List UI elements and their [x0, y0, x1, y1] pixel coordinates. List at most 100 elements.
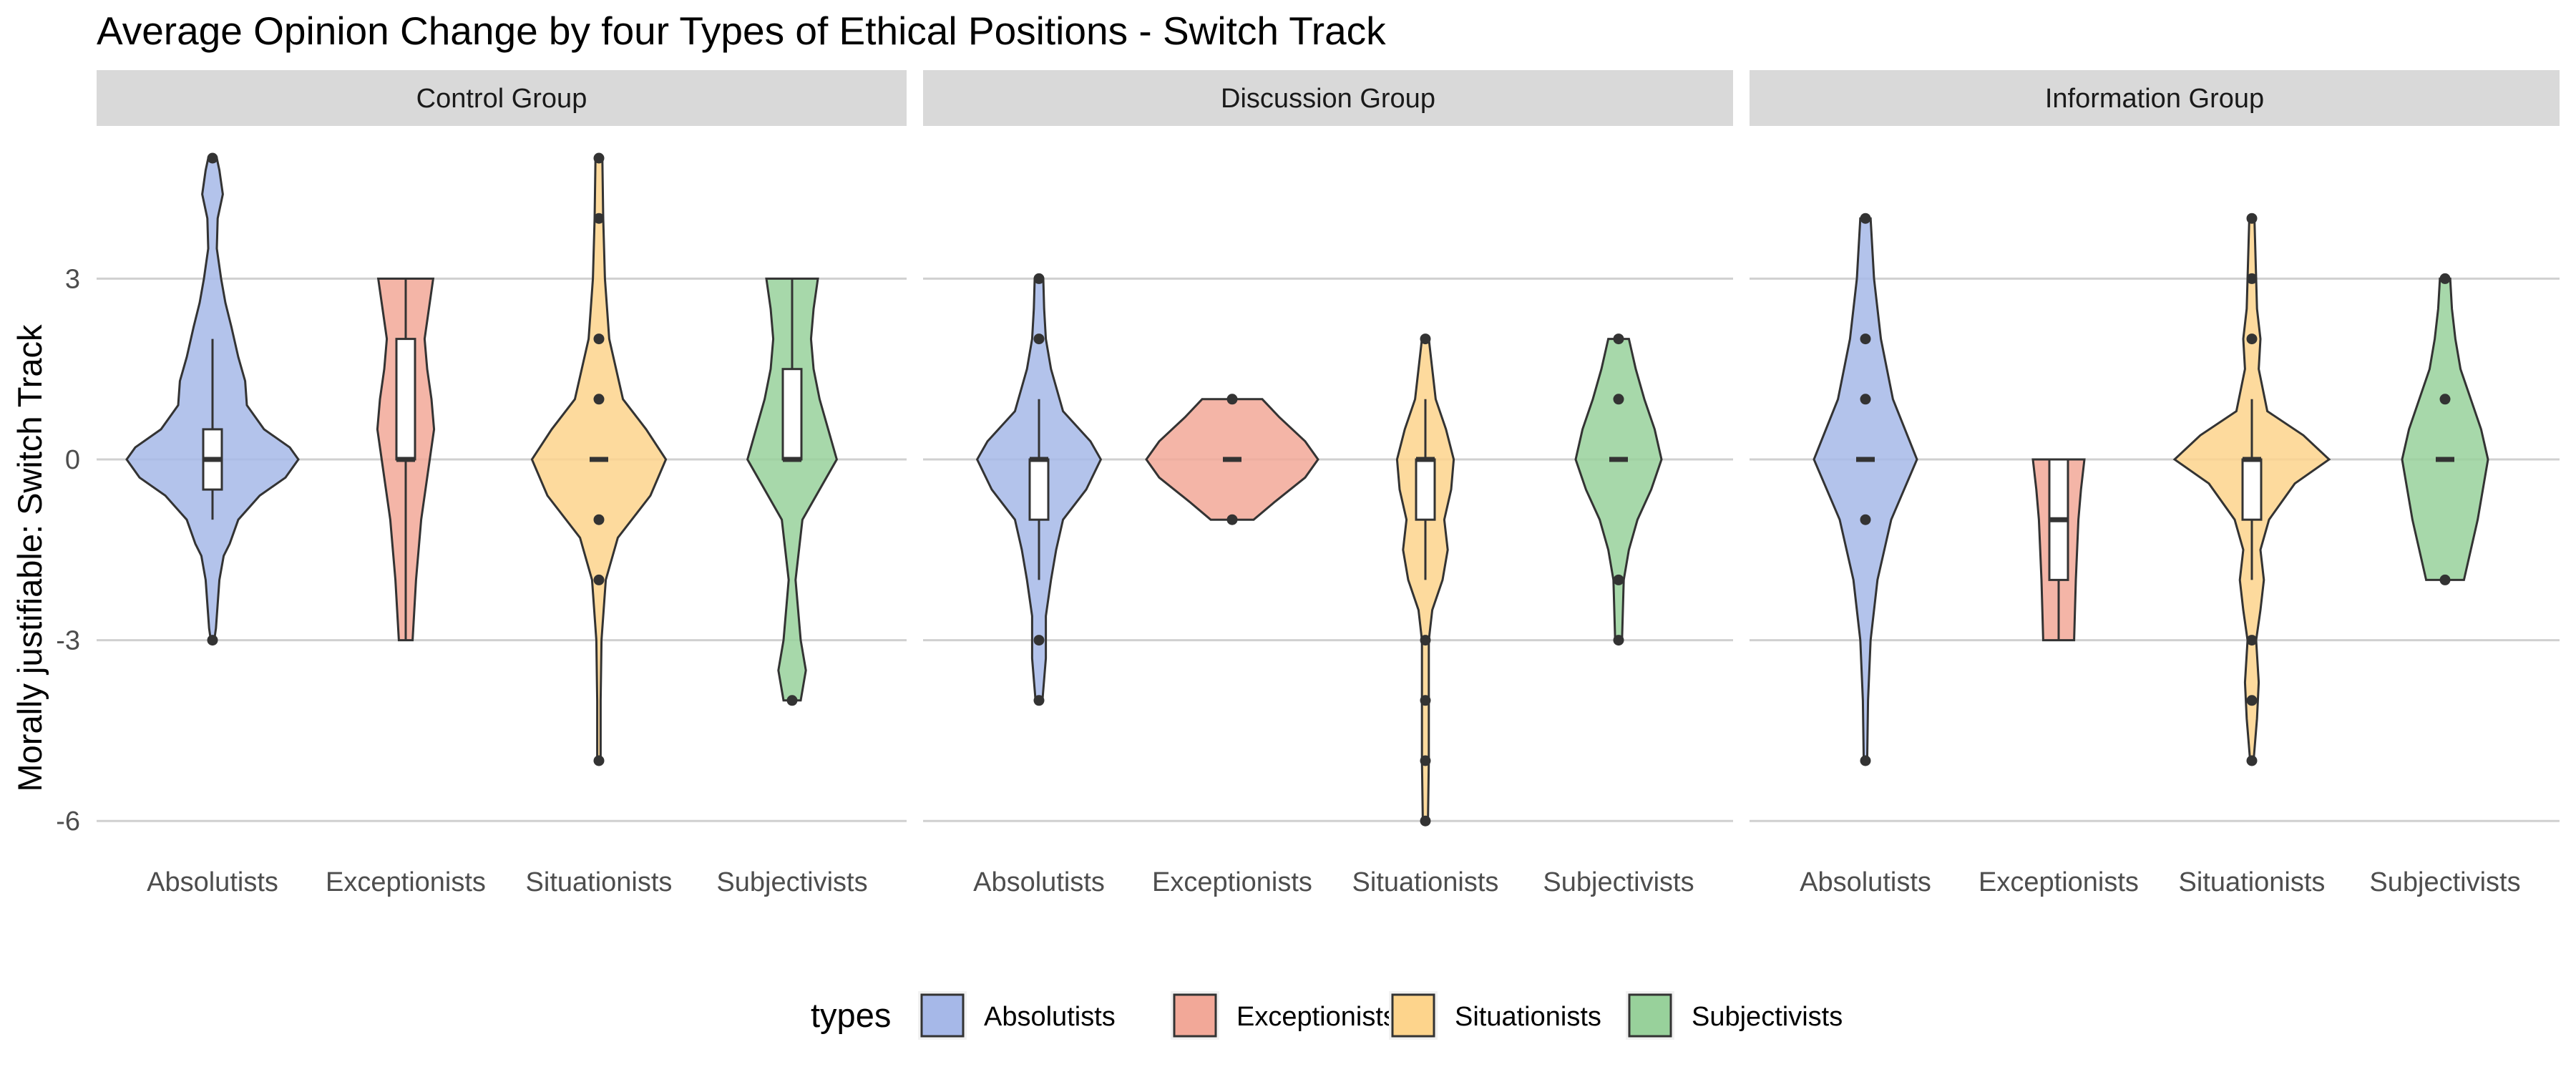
facet-panel: Discussion Group Absolutists Exceptionists…	[923, 70, 1733, 897]
outlier-point	[2246, 635, 2258, 646]
legend-title: types	[811, 996, 891, 1034]
x-tick-label: Situationists	[526, 867, 673, 897]
outlier-point	[1033, 635, 1045, 646]
legend-label: Situationists	[1455, 1002, 1601, 1032]
x-tick-label: Subjectivists	[716, 867, 867, 897]
legend-label: Subjectivists	[1692, 1002, 1843, 1032]
x-tick-label: Absolutists	[1800, 867, 1931, 897]
outlier-point	[207, 152, 218, 164]
outlier-point	[593, 333, 605, 345]
violin-shape	[2401, 277, 2489, 581]
violin-group-absolutists	[975, 273, 1103, 706]
facet-strip-label: Control Group	[416, 84, 587, 114]
outlier-point	[1420, 815, 1431, 827]
outlier-point	[593, 514, 605, 525]
x-tick-label: Exceptionists	[1979, 867, 2139, 897]
outlier-point	[207, 635, 218, 646]
legend-swatch	[920, 993, 965, 1038]
y-tick-label: -6	[56, 806, 80, 837]
outlier-point	[1613, 635, 1624, 646]
violin-group-subjectivists	[2401, 273, 2489, 585]
outlier-point	[1420, 333, 1431, 345]
outlier-point	[593, 152, 605, 164]
outlier-point	[1033, 273, 1045, 284]
outlier-point	[1226, 514, 1238, 525]
violin-shape	[1574, 338, 1663, 642]
legend-label: Exceptionists	[1236, 1002, 1397, 1032]
outlier-point	[1033, 333, 1045, 345]
outlier-point	[1613, 394, 1624, 405]
legend-item: Situationists	[1389, 991, 1601, 1040]
outlier-point	[593, 755, 605, 766]
legend-item: Absolutists	[918, 991, 1116, 1040]
box-iqr	[2241, 458, 2263, 521]
outlier-point	[786, 695, 798, 706]
x-tick-label: Situationists	[2179, 867, 2326, 897]
legend: types Absolutists Exceptionists Situationis…	[811, 991, 1843, 1040]
violin-group-exceptionists	[376, 277, 436, 642]
facet-panels: 3 0 -3 -6 Control Group Absolutists Exceptioni…	[56, 70, 2560, 897]
y-tick-label: 3	[65, 264, 80, 294]
outlier-point	[1613, 333, 1624, 345]
x-tick-label: Situationists	[1352, 867, 1499, 897]
x-tick-label: Exceptionists	[1152, 867, 1312, 897]
violin-group-subjectivists	[1574, 333, 1663, 646]
outlier-point	[2246, 213, 2258, 224]
violin-group-absolutists	[125, 152, 300, 646]
outlier-point	[593, 213, 605, 224]
legend-swatch	[1391, 993, 1435, 1038]
y-tick-label: -3	[56, 626, 80, 656]
outlier-point	[593, 574, 605, 585]
y-tick-label: 0	[65, 445, 80, 475]
box-iqr	[395, 338, 416, 461]
outlier-point	[2439, 273, 2451, 284]
violin-shape	[746, 277, 839, 702]
legend-item: Subjectivists	[1626, 991, 1843, 1040]
facet-panel: Information Group Absolutists Exceptionist…	[1750, 70, 2560, 897]
outlier-point	[1033, 695, 1045, 706]
outlier-point	[2246, 273, 2258, 284]
legend-item: Exceptionists	[1171, 991, 1397, 1040]
outlier-point	[1860, 394, 1871, 405]
violin-group-exceptionists	[1145, 394, 1319, 525]
violin-shape	[1813, 217, 1918, 762]
outlier-point	[1860, 755, 1871, 766]
violin-group-absolutists	[1813, 213, 1918, 766]
legend-swatch	[1628, 993, 1672, 1038]
facet-panel: Control Group Absolutists Exceptionists Sit…	[97, 70, 907, 897]
outlier-point	[1420, 695, 1431, 706]
box-iqr	[781, 368, 803, 461]
facet-strip-label: Discussion Group	[1221, 84, 1435, 114]
box-iqr	[1028, 458, 1050, 521]
x-tick-label: Subjectivists	[2369, 867, 2520, 897]
outlier-point	[2246, 755, 2258, 766]
legend-swatch	[1173, 993, 1217, 1038]
violin-group-situationists	[2172, 213, 2331, 766]
chart-title: Average Opinion Change by four Types of …	[97, 9, 1386, 53]
violin-group-situationists	[1395, 333, 1455, 827]
x-tick-label: Absolutists	[147, 867, 278, 897]
violin-group-exceptionists	[2031, 458, 2086, 642]
x-tick-label: Exceptionists	[326, 867, 486, 897]
facet-strip	[97, 70, 907, 126]
outlier-point	[1613, 574, 1624, 585]
outlier-point	[1420, 755, 1431, 766]
y-axis-title: Morally justifiable: Switch Track	[11, 324, 49, 791]
violin-group-situationists	[530, 152, 668, 766]
outlier-point	[1860, 333, 1871, 345]
outlier-point	[1420, 635, 1431, 646]
facet-strip	[923, 70, 1733, 126]
facet-strip	[1750, 70, 2560, 126]
violin-group-subjectivists	[746, 277, 839, 706]
outlier-point	[1860, 514, 1871, 525]
outlier-point	[2246, 333, 2258, 345]
outlier-point	[1860, 213, 1871, 224]
x-tick-label: Absolutists	[973, 867, 1105, 897]
x-tick-label: Subjectivists	[1543, 867, 1694, 897]
outlier-point	[2439, 574, 2451, 585]
outlier-point	[1226, 394, 1238, 405]
box-iqr	[1415, 458, 1436, 521]
legend-label: Absolutists	[984, 1002, 1116, 1032]
